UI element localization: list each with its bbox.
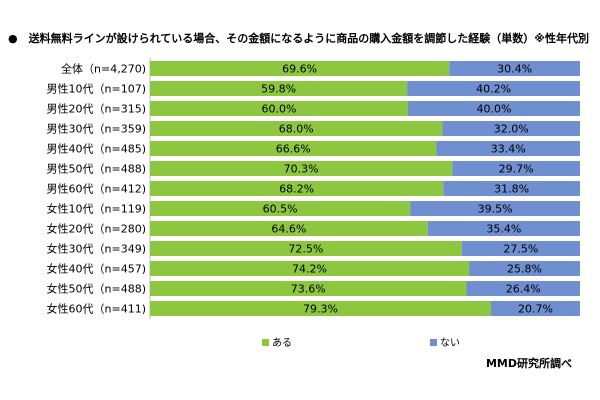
bar-segment-nai <box>461 241 580 256</box>
data-label: 39.5% <box>478 203 513 216</box>
bar-segment-nai <box>407 81 580 96</box>
data-label: 68.2% <box>279 183 314 196</box>
category-label: 男性60代（n=412) <box>47 182 146 196</box>
bar-segment-nai <box>436 141 580 156</box>
source-note: MMD研究所調べ <box>485 357 572 370</box>
data-label: 66.6% <box>276 143 311 156</box>
data-label: 33.4% <box>491 143 526 156</box>
category-label: 全体（n=4,270) <box>61 62 146 76</box>
bar-segment-nai <box>410 201 580 216</box>
bar-segment-aru <box>150 201 411 216</box>
data-label: 74.2% <box>292 263 327 276</box>
data-label: 40.0% <box>477 103 512 116</box>
data-label: 26.4% <box>506 283 541 296</box>
data-label: 79.3% <box>303 303 338 316</box>
data-label: 70.3% <box>284 163 319 176</box>
data-label: 59.8% <box>261 83 296 96</box>
bar-segment-aru <box>150 181 444 196</box>
bar-segment-aru <box>150 101 408 116</box>
category-label: 男性30代（n=359) <box>47 122 146 136</box>
data-label: 69.6% <box>282 63 317 76</box>
bar-segment-nai <box>490 301 580 316</box>
bar-segment-nai <box>449 61 580 76</box>
bar-segment-aru <box>150 281 467 296</box>
legend-swatch <box>262 339 269 346</box>
data-label: 68.0% <box>279 123 314 136</box>
bar-segment-nai <box>408 101 580 116</box>
category-label: 男性40代（n=485) <box>47 142 146 156</box>
bar-segment-aru <box>150 301 491 316</box>
data-label: 35.4% <box>486 223 521 236</box>
bar-segment-nai <box>443 181 580 196</box>
category-label: 女性60代（n=411) <box>47 302 146 316</box>
category-label: 女性50代（n=488) <box>47 282 146 296</box>
data-label: 72.5% <box>288 243 323 256</box>
bar-segment-nai <box>466 281 580 296</box>
bar-segment-aru <box>150 241 462 256</box>
chart-title: ● 送料無料ラインが設けられている場合、その金額になるように商品の購入金額を調節… <box>8 32 589 45</box>
bar-segment-nai <box>427 221 580 236</box>
legend-swatch <box>430 339 437 346</box>
data-label: 20.7% <box>518 303 553 316</box>
data-label: 40.2% <box>476 83 511 96</box>
data-label: 32.0% <box>494 123 529 136</box>
category-label: 女性20代（n=280) <box>47 222 146 236</box>
category-label: 男性50代（n=488) <box>47 162 146 176</box>
category-label: 男性20代（n=315) <box>47 102 146 116</box>
bar-segment-aru <box>150 81 408 96</box>
bar-segment-aru <box>150 161 453 176</box>
bar-segment-nai <box>442 121 580 136</box>
data-label: 60.5% <box>263 203 298 216</box>
legend-label: ない <box>440 337 460 349</box>
bar-segment-nai <box>469 261 580 276</box>
legend-label: ある <box>272 337 292 349</box>
data-label: 30.4% <box>497 63 532 76</box>
data-label: 25.8% <box>507 263 542 276</box>
category-label: 女性30代（n=349) <box>47 242 146 256</box>
category-label: 女性40代（n=457) <box>47 262 146 276</box>
category-label: 女性10代（n=119) <box>47 202 146 216</box>
bar-segment-aru <box>150 221 428 236</box>
bar-segment-nai <box>452 161 580 176</box>
data-label: 64.6% <box>271 223 306 236</box>
bar-segment-aru <box>150 141 437 156</box>
data-label: 29.7% <box>499 163 534 176</box>
bar-segment-aru <box>150 121 443 136</box>
category-label: 男性10代（n=107) <box>47 82 146 96</box>
bar-segment-aru <box>150 261 470 276</box>
data-label: 60.0% <box>262 103 297 116</box>
bar-segment-aru <box>150 61 450 76</box>
data-label: 73.6% <box>291 283 326 296</box>
data-label: 27.5% <box>503 243 538 256</box>
data-label: 31.8% <box>494 183 529 196</box>
